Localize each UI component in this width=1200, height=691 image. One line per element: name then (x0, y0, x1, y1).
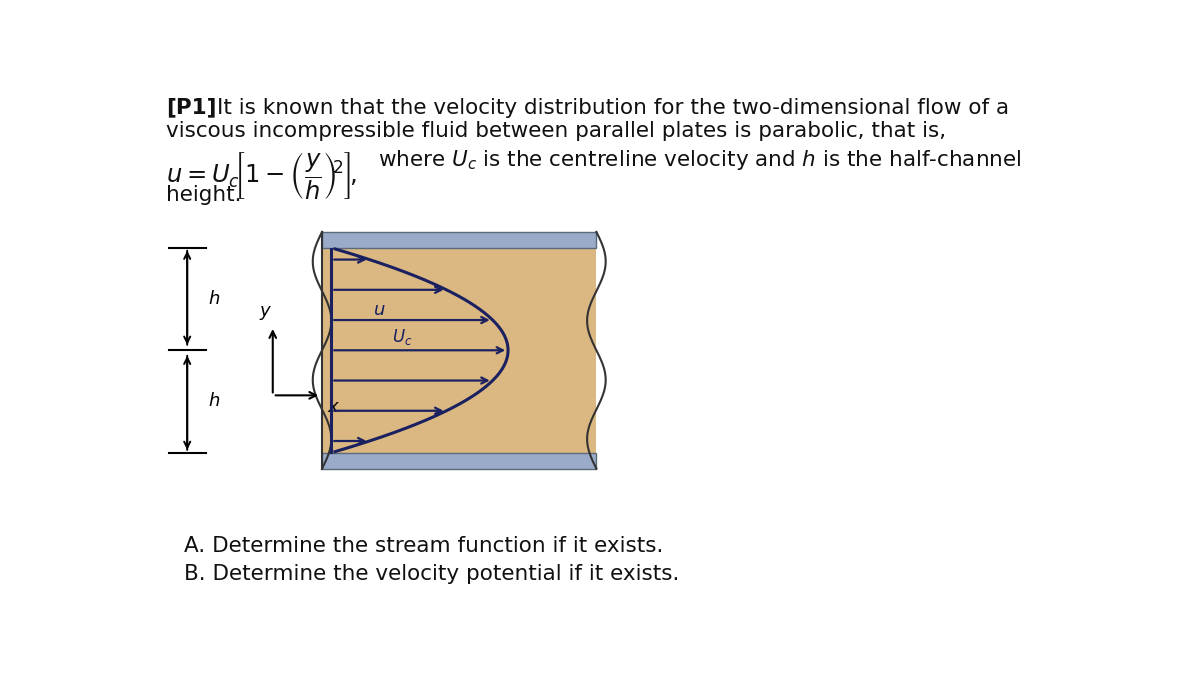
Text: $U_c$: $U_c$ (391, 327, 413, 347)
Text: $u = U_c\!\left[1 - \left(\dfrac{y}{h}\right)^{\!\!2}\right]\!,$: $u = U_c\!\left[1 - \left(\dfrac{y}{h}\r… (166, 151, 356, 202)
Text: [P1]: [P1] (166, 98, 216, 118)
Text: where $U_c$ is the centreline velocity and $h$ is the half-channel: where $U_c$ is the centreline velocity a… (378, 148, 1021, 172)
Text: height.: height. (166, 185, 241, 205)
Polygon shape (322, 453, 596, 468)
Text: $x$: $x$ (326, 398, 340, 416)
Polygon shape (322, 232, 596, 248)
Text: $h$: $h$ (208, 392, 220, 410)
Text: It is known that the velocity distribution for the two-dimensional flow of a: It is known that the velocity distributi… (217, 98, 1009, 118)
Text: $u$: $u$ (373, 301, 385, 319)
Text: A. Determine the stream function if it exists.: A. Determine the stream function if it e… (185, 536, 664, 556)
Text: viscous incompressible fluid between parallel plates is parabolic, that is,: viscous incompressible fluid between par… (166, 121, 946, 141)
Text: B. Determine the velocity potential if it exists.: B. Determine the velocity potential if i… (185, 565, 679, 585)
Text: $h$: $h$ (208, 290, 220, 308)
Text: $y$: $y$ (259, 305, 272, 323)
Polygon shape (322, 248, 596, 453)
